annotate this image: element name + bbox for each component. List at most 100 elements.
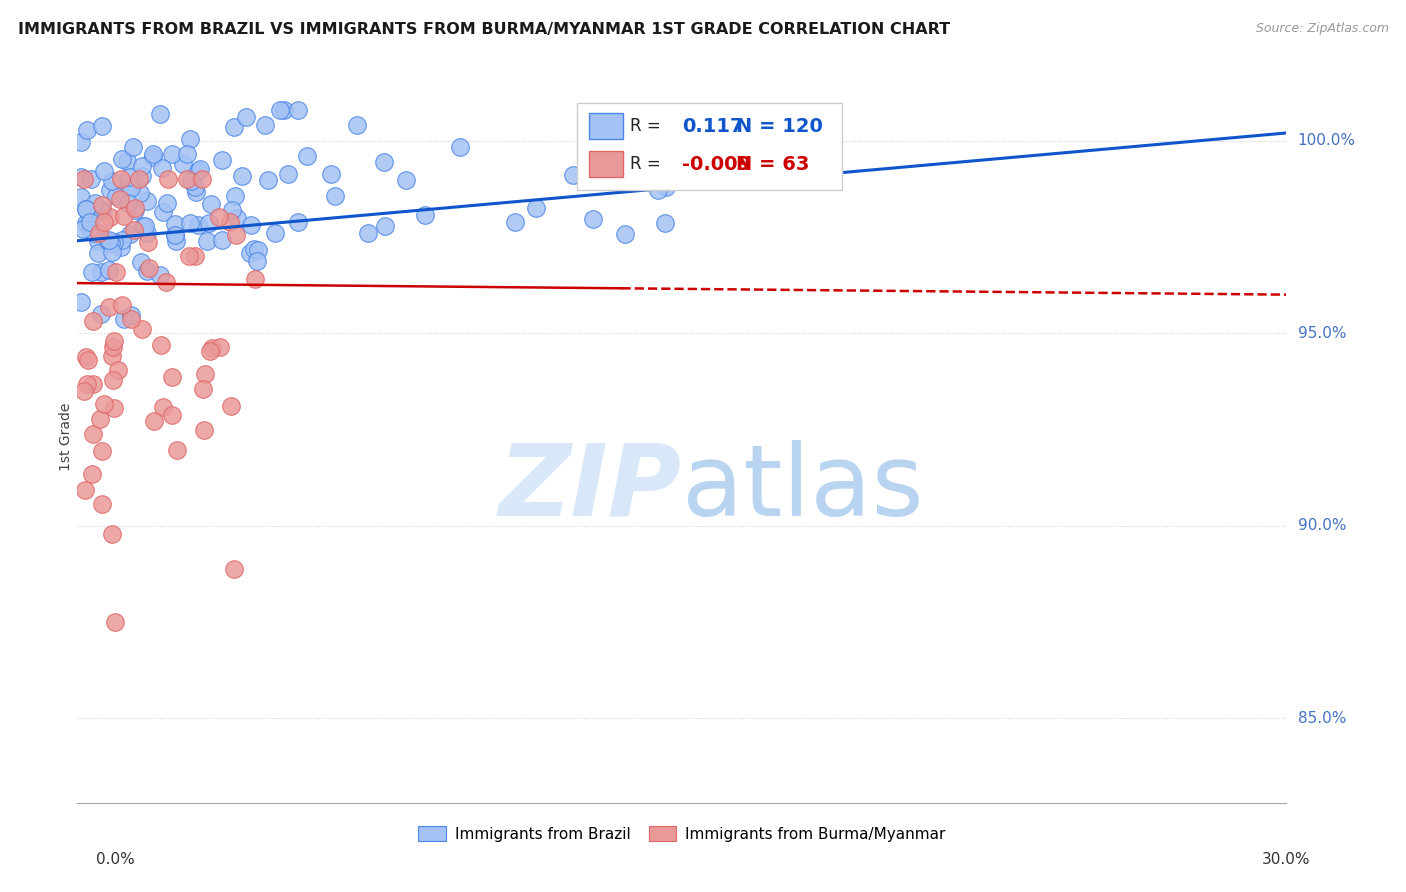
Point: [200, 343, 222, 358]
Point: [193, 423, 215, 437]
Point: [101, 373, 124, 387]
Point: [503, 215, 526, 229]
Point: [87, 226, 110, 240]
Text: 90.0%: 90.0%: [1298, 518, 1346, 533]
Point: [346, 118, 368, 132]
Point: [124, 202, 146, 217]
Point: [136, 264, 159, 278]
Point: [264, 226, 287, 240]
Point: [150, 161, 173, 175]
Point: [605, 117, 627, 131]
Point: [76, 376, 98, 391]
Point: [184, 249, 207, 263]
Point: [198, 216, 221, 230]
Point: [75, 202, 97, 216]
Point: [413, 208, 436, 222]
Point: [80, 467, 103, 481]
Text: R =: R =: [630, 117, 661, 136]
Point: [100, 211, 122, 225]
Point: [93, 397, 115, 411]
Point: [176, 172, 198, 186]
Point: [200, 341, 222, 355]
Point: [449, 140, 471, 154]
Point: [111, 152, 134, 166]
Point: [395, 172, 418, 186]
Point: [152, 400, 174, 414]
Point: [104, 189, 127, 203]
Point: [120, 308, 142, 322]
Point: [97, 301, 120, 315]
Point: [98, 183, 121, 197]
Point: [91, 444, 114, 458]
Point: [75, 202, 97, 217]
Point: [562, 168, 585, 182]
Point: [142, 150, 165, 164]
Point: [191, 382, 214, 396]
Text: 0.0%: 0.0%: [96, 852, 135, 867]
Point: [122, 223, 145, 237]
Point: [187, 164, 209, 178]
Point: [97, 234, 120, 248]
Point: [80, 172, 103, 186]
Point: [179, 216, 201, 230]
Point: [165, 217, 187, 231]
Point: [90, 198, 112, 212]
Point: [111, 298, 134, 312]
Point: [614, 227, 637, 241]
Point: [111, 233, 134, 247]
Point: [70, 190, 93, 204]
Point: [142, 147, 165, 161]
Text: 85.0%: 85.0%: [1298, 711, 1346, 725]
Point: [90, 308, 112, 322]
Point: [166, 442, 188, 457]
Point: [373, 154, 395, 169]
Point: [112, 210, 135, 224]
Point: [224, 189, 246, 203]
Point: [75, 351, 97, 365]
Point: [90, 265, 112, 279]
Point: [76, 122, 98, 136]
Point: [177, 249, 200, 263]
Point: [89, 411, 111, 425]
Point: [321, 167, 343, 181]
Point: [136, 226, 159, 240]
Point: [647, 183, 669, 197]
Point: [134, 219, 156, 233]
Point: [118, 170, 141, 185]
Point: [98, 233, 121, 247]
Point: [100, 236, 122, 251]
Point: [197, 234, 219, 248]
Point: [245, 272, 267, 286]
Text: N = 63: N = 63: [737, 154, 810, 174]
Point: [89, 202, 111, 216]
Point: [211, 233, 233, 247]
Point: [104, 615, 127, 629]
Point: [152, 204, 174, 219]
Point: [100, 245, 122, 260]
Point: [80, 265, 103, 279]
Text: N = 120: N = 120: [737, 117, 823, 136]
Y-axis label: 1st Grade: 1st Grade: [59, 403, 73, 471]
Point: [117, 196, 139, 211]
FancyBboxPatch shape: [589, 113, 623, 139]
Text: IMMIGRANTS FROM BRAZIL VS IMMIGRANTS FROM BURMA/MYANMAR 1ST GRADE CORRELATION CH: IMMIGRANTS FROM BRAZIL VS IMMIGRANTS FRO…: [18, 22, 950, 37]
Point: [70, 294, 93, 309]
Point: [115, 153, 138, 168]
Point: [110, 240, 132, 254]
Point: [582, 211, 605, 226]
Point: [172, 157, 194, 171]
Point: [277, 167, 299, 181]
Text: 95.0%: 95.0%: [1298, 326, 1346, 341]
Point: [84, 195, 107, 210]
Point: [207, 210, 229, 224]
Point: [323, 189, 346, 203]
Text: 100.0%: 100.0%: [1298, 133, 1355, 148]
Point: [211, 153, 233, 168]
Point: [100, 174, 122, 188]
Point: [162, 408, 184, 422]
Text: ZIP: ZIP: [499, 440, 682, 537]
Point: [73, 172, 96, 186]
Text: 30.0%: 30.0%: [1263, 852, 1310, 867]
Legend: Immigrants from Brazil, Immigrants from Burma/Myanmar: Immigrants from Brazil, Immigrants from …: [412, 820, 952, 847]
Point: [112, 312, 135, 326]
